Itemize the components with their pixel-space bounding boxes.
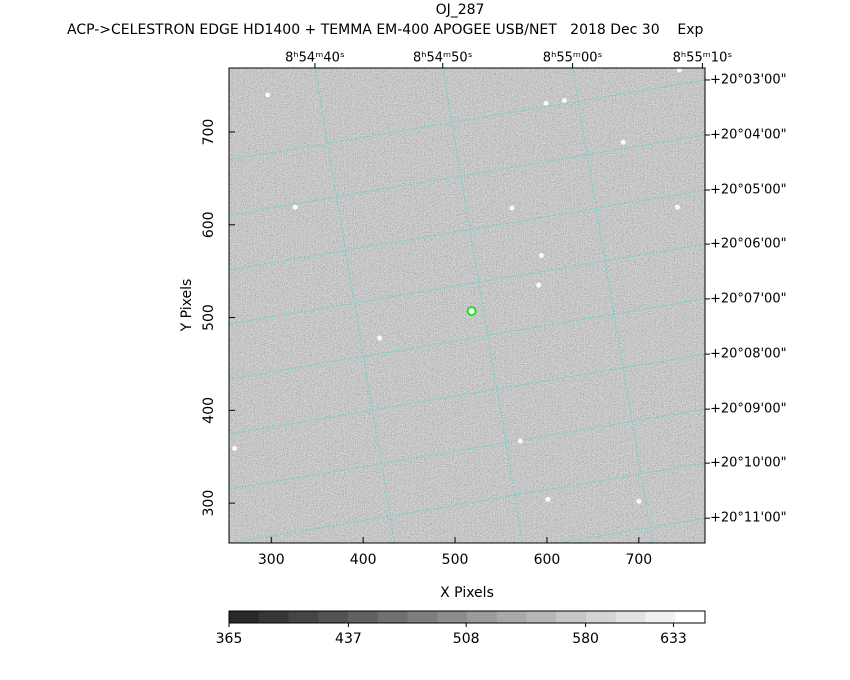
right-tick-label: +20°03'00"	[710, 72, 787, 87]
x-tick-label: 400	[350, 552, 377, 568]
y-tick-label: 600	[201, 211, 217, 238]
star	[517, 438, 523, 444]
x-tick-label: 500	[442, 552, 469, 568]
colorbar-tick-label: 508	[453, 631, 480, 647]
dec-grid-line	[229, 298, 705, 380]
star	[561, 97, 567, 103]
colorbar-step	[258, 611, 289, 623]
chart-subtitle: ACP->CELESTRON EDGE HD1400 + TEMMA EM-40…	[67, 22, 704, 38]
right-tick-label: +20°11'00"	[710, 511, 787, 526]
target-marker	[466, 306, 477, 317]
ra-grid-line	[314, 68, 396, 543]
star	[545, 496, 551, 502]
star	[232, 445, 238, 451]
ra-grid-line	[572, 68, 654, 543]
right-tick-label: +20°10'00"	[710, 456, 787, 471]
colorbar-step	[377, 611, 408, 623]
x-tick-label: 300	[258, 552, 285, 568]
right-tick-label: +20°08'00"	[710, 347, 787, 362]
dec-grid-line	[229, 189, 705, 271]
image	[229, 68, 705, 543]
dec-grid-line	[229, 243, 705, 325]
chart-title: OJ_287	[436, 2, 485, 18]
colorbar-tick-label: 437	[335, 631, 362, 647]
x-axis-label: X Pixels	[440, 585, 494, 601]
colorbar-step	[496, 611, 527, 623]
dec-grid-line	[229, 134, 705, 216]
top-tick-label: 8ʰ55ᵐ00ˢ	[543, 51, 603, 66]
star	[536, 282, 542, 288]
colorbar-step	[288, 611, 319, 623]
right-tick-label: +20°04'00"	[710, 127, 787, 142]
frame	[228, 67, 706, 544]
colorbar-tick-label: 580	[572, 631, 599, 647]
colorbar-tick-label: 633	[660, 631, 687, 647]
star	[292, 204, 298, 210]
star	[509, 205, 515, 211]
right-tick-label: +20°09'00"	[710, 402, 787, 417]
colorbar-step	[229, 611, 260, 623]
colorbar-step	[348, 611, 379, 623]
right-tick-label: +20°06'00"	[710, 237, 787, 252]
y-tick-label: 300	[201, 490, 217, 517]
star	[676, 68, 682, 73]
dec-grid-line	[229, 353, 705, 435]
dec-grid-line	[229, 408, 705, 490]
colorbar-step	[675, 611, 706, 623]
dec-grid-line	[229, 79, 705, 161]
ra-grid-line	[442, 68, 524, 543]
y-tick-label: 400	[201, 397, 217, 424]
star	[377, 335, 383, 341]
top-tick-label: 8ʰ54ᵐ50ˢ	[413, 51, 473, 66]
star	[538, 252, 544, 258]
star	[674, 204, 680, 210]
top-tick-label: 8ʰ55ᵐ10ˢ	[673, 51, 733, 66]
x-tick-label: 600	[534, 552, 561, 568]
colorbar-step	[645, 611, 676, 623]
y-tick-label: 700	[201, 119, 217, 146]
colorbar-step	[407, 611, 438, 623]
colorbar-tick-label: 365	[216, 631, 243, 647]
colorbar-step	[318, 611, 349, 623]
star	[636, 498, 642, 504]
right-tick-label: +20°07'00"	[710, 291, 787, 306]
colorbar-step	[526, 611, 557, 623]
colorbar-step	[437, 611, 468, 623]
star	[543, 100, 549, 106]
colorbar-step	[467, 611, 498, 623]
x-tick-label: 700	[625, 552, 652, 568]
colorbar-step	[586, 611, 617, 623]
right-tick-label: +20°05'00"	[710, 182, 787, 197]
y-tick-label: 500	[201, 304, 217, 331]
top-tick-label: 8ʰ54ᵐ40ˢ	[285, 51, 345, 66]
star	[265, 92, 271, 98]
colorbar-step	[556, 611, 587, 623]
y-axis-label: Y Pixels	[179, 279, 195, 333]
colorbar-frame	[228, 610, 706, 624]
colorbar-step	[615, 611, 646, 623]
star	[620, 139, 626, 145]
dec-grid-line	[229, 462, 705, 543]
